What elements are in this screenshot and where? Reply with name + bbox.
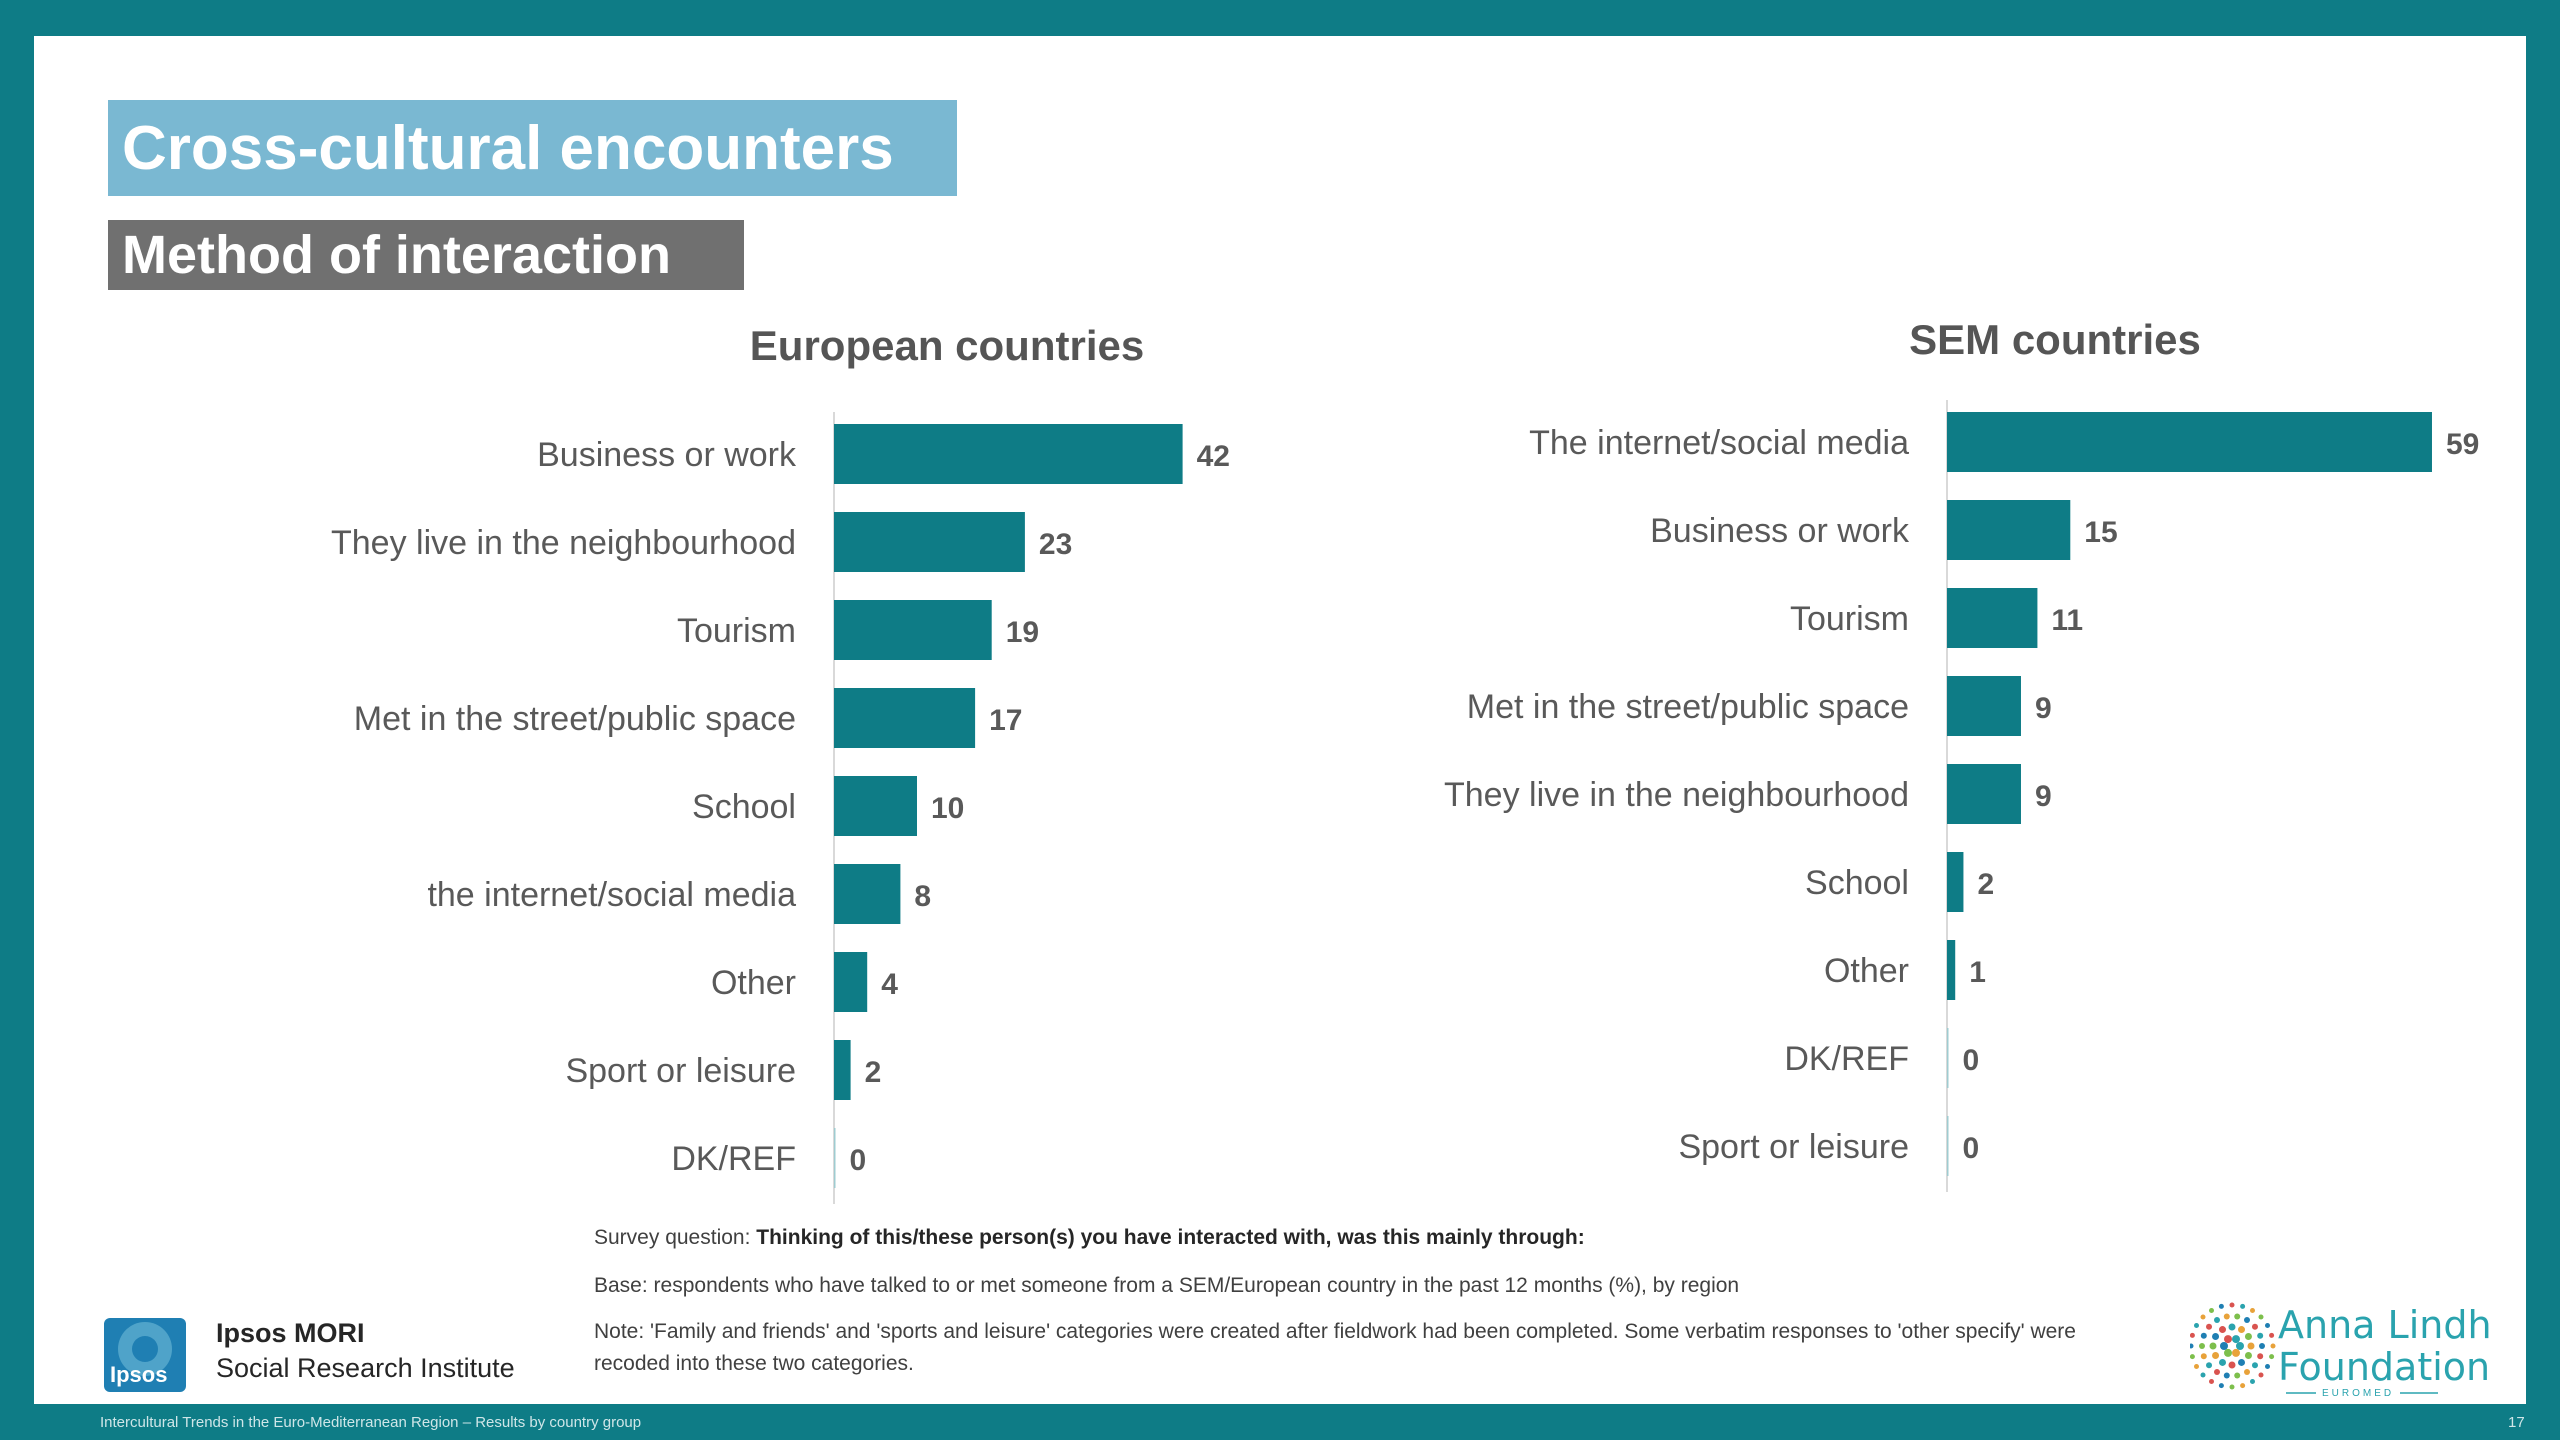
bar-european [834,952,868,1012]
category-label-european: the internet/social media [427,876,796,914]
ipsos-logo-text: Ipsos [110,1362,168,1387]
org-subtitle: Social Research Institute [216,1353,515,1383]
anna-lindh-sub: EUROMED [2322,1388,2395,1399]
bar-sem [1947,676,2021,736]
value-label-european: 0 [850,1144,867,1177]
bar-european [834,776,917,836]
bar-sem [1947,764,2021,824]
value-label-european: 19 [1006,616,1039,649]
category-label-sem: Business or work [1650,512,1910,550]
bar-european [834,512,1025,572]
value-label-sem: 9 [2035,692,2052,725]
value-label-sem: 59 [2446,428,2479,461]
value-label-sem: 1 [1969,956,1986,989]
survey-question-text: Thinking of this/these person(s) you hav… [756,1226,1585,1249]
anna-lindh-logo-icon [2190,1302,2438,1394]
bar-sem [1947,1028,1949,1088]
bar-european [834,864,901,924]
bar-sem [1947,412,2432,472]
value-label-sem: 11 [2051,604,2083,637]
value-label-sem: 9 [2035,780,2052,813]
footer-text: Intercultural Trends in the Euro-Mediter… [100,1414,642,1431]
bar-sem [1947,1116,1949,1176]
value-label-european: 42 [1197,440,1230,473]
bar-european [834,688,976,748]
category-label-european: DK/REF [671,1140,796,1178]
value-label-european: 23 [1039,528,1072,561]
bar-european [834,424,1183,484]
category-label-european: They live in the neighbourhood [331,524,796,562]
category-label-sem: The internet/social media [1529,424,1909,462]
anna-lindh-name: Anna Lindh Foundation [2278,1304,2492,1388]
anna-lindh-line1: Anna Lindh [2278,1303,2492,1347]
category-label-sem: Tourism [1790,600,1909,638]
value-label-sem: 15 [2084,516,2117,549]
category-label-sem: They live in the neighbourhood [1444,776,1909,814]
bar-sem [1947,500,2071,560]
fieldwork-note: Note: 'Family and friends' and 'sports a… [594,1320,2076,1375]
anna-lindh-line2: Foundation [2278,1345,2491,1389]
category-label-european: School [692,788,796,826]
value-label-sem: 0 [1963,1044,1980,1077]
slide-title: Cross-cultural encounters [108,100,957,196]
bar-sem [1947,852,1964,912]
bar-sem [1947,588,2038,648]
value-label-european: 2 [865,1056,882,1089]
category-label-european: Met in the street/public space [354,700,796,738]
chart-title-sem: SEM countries [1909,316,2201,363]
survey-question: Survey question: Thinking of this/these … [594,1222,2154,1254]
category-label-sem: Sport or leisure [1678,1128,1909,1166]
bar-sem [1947,940,1956,1000]
page-number: 17 [2508,1414,2525,1431]
survey-question-prefix: Survey question: [594,1226,757,1249]
value-label-european: 17 [989,704,1022,737]
category-label-european: Sport or leisure [565,1052,796,1090]
category-label-sem: School [1805,864,1909,902]
ipsos-ring-icon [118,1322,172,1376]
category-label-sem: DK/REF [1784,1040,1909,1078]
bar-european [834,600,992,660]
category-label-european: Tourism [677,612,796,650]
category-label-sem: Other [1824,952,1909,990]
bar-european [834,1040,851,1100]
value-label-sem: 0 [1963,1132,1980,1165]
base-note: Base: respondents who have talked to or … [594,1274,1740,1297]
bar-european [834,1128,836,1188]
org-name: Ipsos MORI [216,1318,365,1348]
slide-subtitle: Method of interaction [108,220,744,290]
value-label-european: 8 [914,880,931,913]
category-label-sem: Met in the street/public space [1467,688,1909,726]
chart-title-european: European countries [749,322,1145,369]
value-label-european: 4 [881,968,898,1001]
category-label-european: Business or work [537,436,797,474]
value-label-european: 10 [931,792,964,825]
category-label-european: Other [711,964,796,1002]
ipsos-logo: Ipsos [104,1318,186,1392]
value-label-sem: 2 [1977,868,1994,901]
